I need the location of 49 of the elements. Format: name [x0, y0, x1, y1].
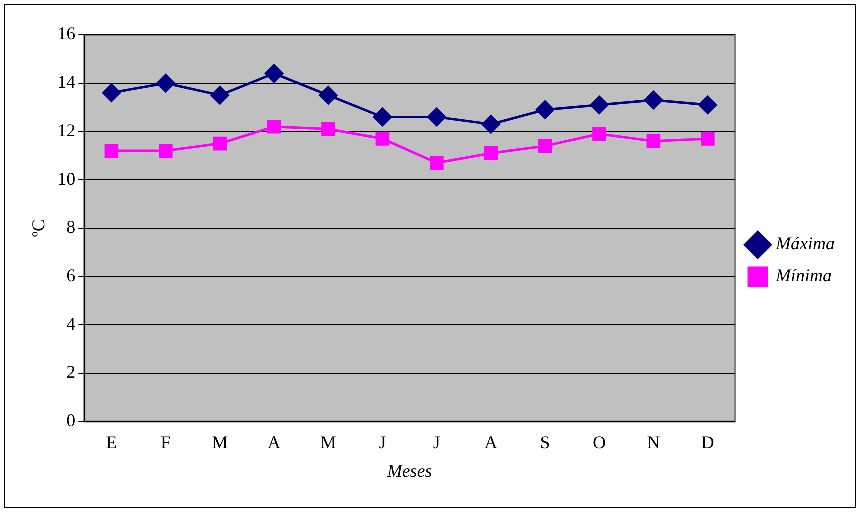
x-tick-label: N [647, 432, 660, 452]
point [592, 127, 606, 142]
point [644, 91, 663, 110]
point [482, 115, 500, 134]
point [701, 132, 715, 146]
point [156, 74, 176, 93]
point [158, 144, 173, 158]
point [373, 108, 392, 126]
y-tick-label: 8 [66, 217, 76, 238]
y-tick-label: 2 [66, 362, 76, 382]
point [267, 120, 282, 134]
x-tick-label: E [106, 432, 118, 452]
point [484, 146, 498, 160]
point [322, 122, 336, 136]
point [102, 84, 121, 102]
point [265, 64, 284, 83]
y-tick-label: 4 [66, 314, 76, 334]
point [430, 156, 444, 170]
x-tick-label: O [593, 432, 606, 452]
point [210, 86, 230, 105]
y-tick-label: 6 [66, 265, 76, 286]
y-tick-label: 16 [58, 24, 76, 44]
y-tick-label: 14 [58, 72, 76, 92]
point [536, 100, 555, 120]
x-tick-label: F [160, 432, 171, 452]
point [319, 86, 338, 105]
point [538, 139, 552, 154]
x-tick-label: J [379, 432, 386, 452]
point [646, 134, 661, 148]
y-tick-label: 10 [58, 168, 76, 189]
point [104, 144, 119, 158]
x-tick-label: M [212, 432, 228, 452]
y-tick-label: 0 [66, 410, 76, 431]
point [590, 96, 609, 114]
x-tick-label: M [320, 432, 337, 452]
point [213, 136, 228, 151]
x-tick-label: A [268, 432, 281, 452]
y-axis-title: ºC [28, 220, 49, 238]
x-tick-label: D [701, 432, 714, 452]
legend-label: Mínima [775, 266, 832, 286]
point [698, 96, 718, 114]
point [376, 132, 390, 146]
legend-label: Máxima [775, 234, 835, 254]
y-tick-label: 12 [58, 120, 76, 140]
point [428, 108, 446, 126]
x-tick-label: J [433, 432, 440, 452]
x-tick-label: S [540, 432, 550, 452]
x-tick-label: A [484, 432, 498, 452]
x-axis-title: Meses [386, 460, 432, 481]
